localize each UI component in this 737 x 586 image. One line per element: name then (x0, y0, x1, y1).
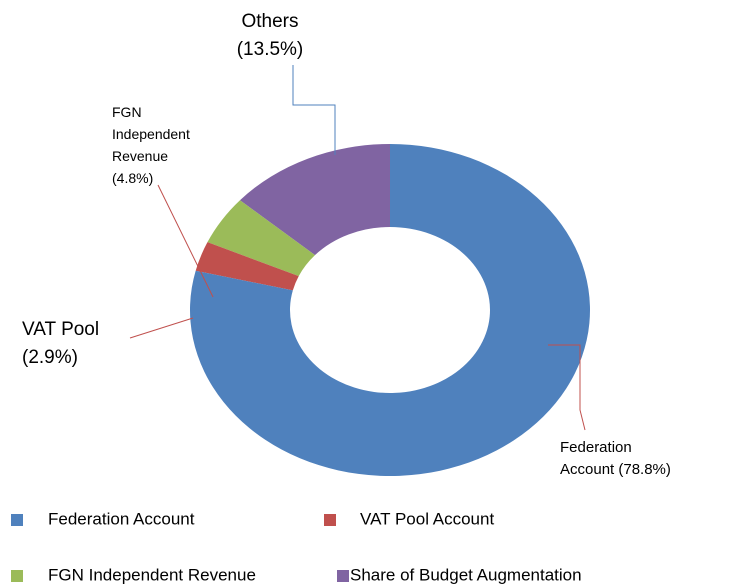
legend-swatch (11, 570, 23, 582)
legend-label: Federation Account (48, 509, 195, 528)
label-line: Revenue (112, 148, 168, 164)
legend-swatch (337, 570, 349, 582)
data-label: Others (13.5%) (237, 11, 304, 60)
label-line: FGN (112, 104, 142, 120)
legend-label: FGN Independent Revenue (48, 565, 256, 584)
donut-slice (207, 200, 315, 277)
legend-label: VAT Pool Account (360, 509, 494, 528)
label-line: Independent (112, 126, 190, 142)
data-label: FGN Independent Revenue (4.8%) (112, 104, 190, 186)
label-line: (4.8%) (112, 170, 153, 186)
legend-label: Share of Budget Augmentation (350, 565, 582, 584)
donut-slice (189, 144, 590, 476)
label-line: VAT Pool (22, 319, 99, 340)
legend-swatch (324, 514, 336, 526)
legend-swatch (11, 514, 23, 526)
label-line: Federation (560, 439, 632, 456)
donut-slice (239, 144, 390, 256)
label-line: (13.5%) (237, 39, 304, 60)
leader-line (157, 184, 214, 298)
data-label: Federation Account (78.8%) (560, 439, 671, 478)
label-line: Account (78.8%) (560, 461, 671, 478)
data-label: VAT Pool (2.9%) (22, 319, 99, 368)
leader-line (548, 344, 586, 431)
leader-line (129, 317, 194, 339)
label-line: (2.9%) (22, 347, 78, 368)
donut-slice (195, 242, 299, 291)
label-line: Others (241, 11, 298, 32)
leader-line (292, 65, 336, 155)
